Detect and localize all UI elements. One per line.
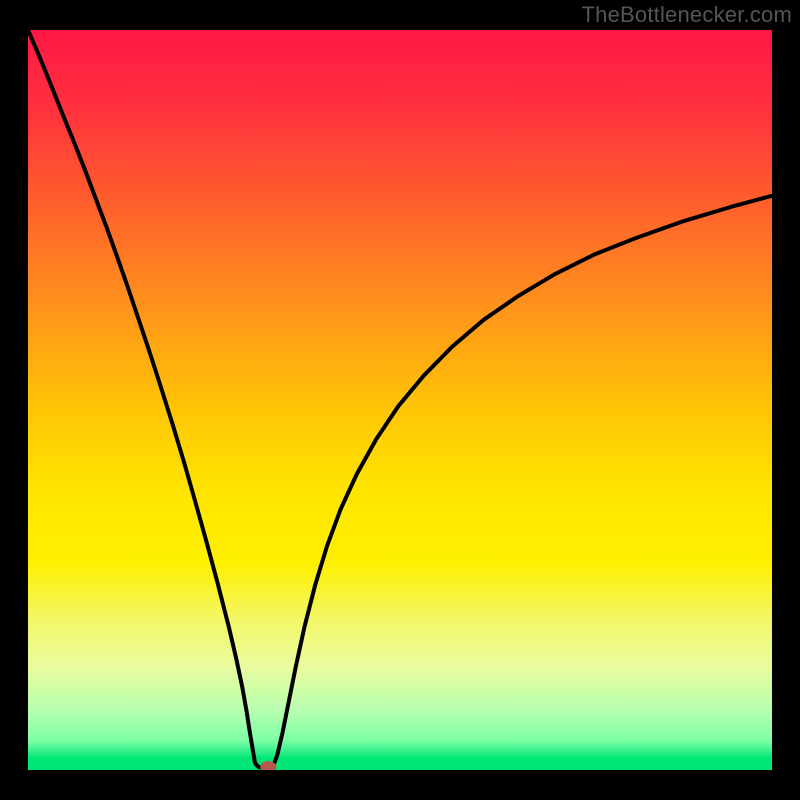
chart-svg [28,30,772,770]
chart-frame: TheBottlenecker.com [0,0,800,800]
plot-area [28,30,772,770]
watermark-text: TheBottlenecker.com [582,2,792,28]
green-band [28,757,772,770]
chart-background [28,30,772,770]
